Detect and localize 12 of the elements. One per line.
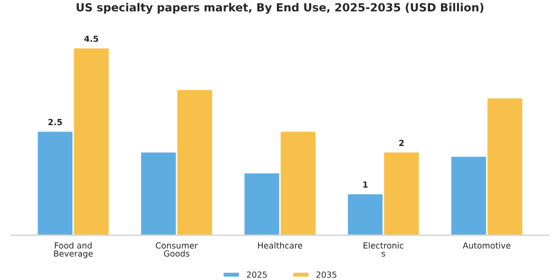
legend-label: 2025 xyxy=(246,271,267,278)
x-tick-label: Consumer Goods xyxy=(156,242,198,257)
x-tick-label: Healthcare xyxy=(258,242,302,249)
chart-title: US specialty papers market, By End Use, 2025-2035 (USD Billion) xyxy=(76,2,484,14)
data-label: 1 xyxy=(363,182,368,188)
legend-label: 2035 xyxy=(316,271,336,278)
data-label: 2.5 xyxy=(48,118,62,126)
data-label: 4.5 xyxy=(84,36,98,42)
data-label: 2 xyxy=(399,140,404,146)
x-tick-label: Food and Beverage xyxy=(54,242,93,258)
x-tick-label: Electronic s xyxy=(364,242,404,257)
x-tick-label: Automotive xyxy=(462,242,510,249)
